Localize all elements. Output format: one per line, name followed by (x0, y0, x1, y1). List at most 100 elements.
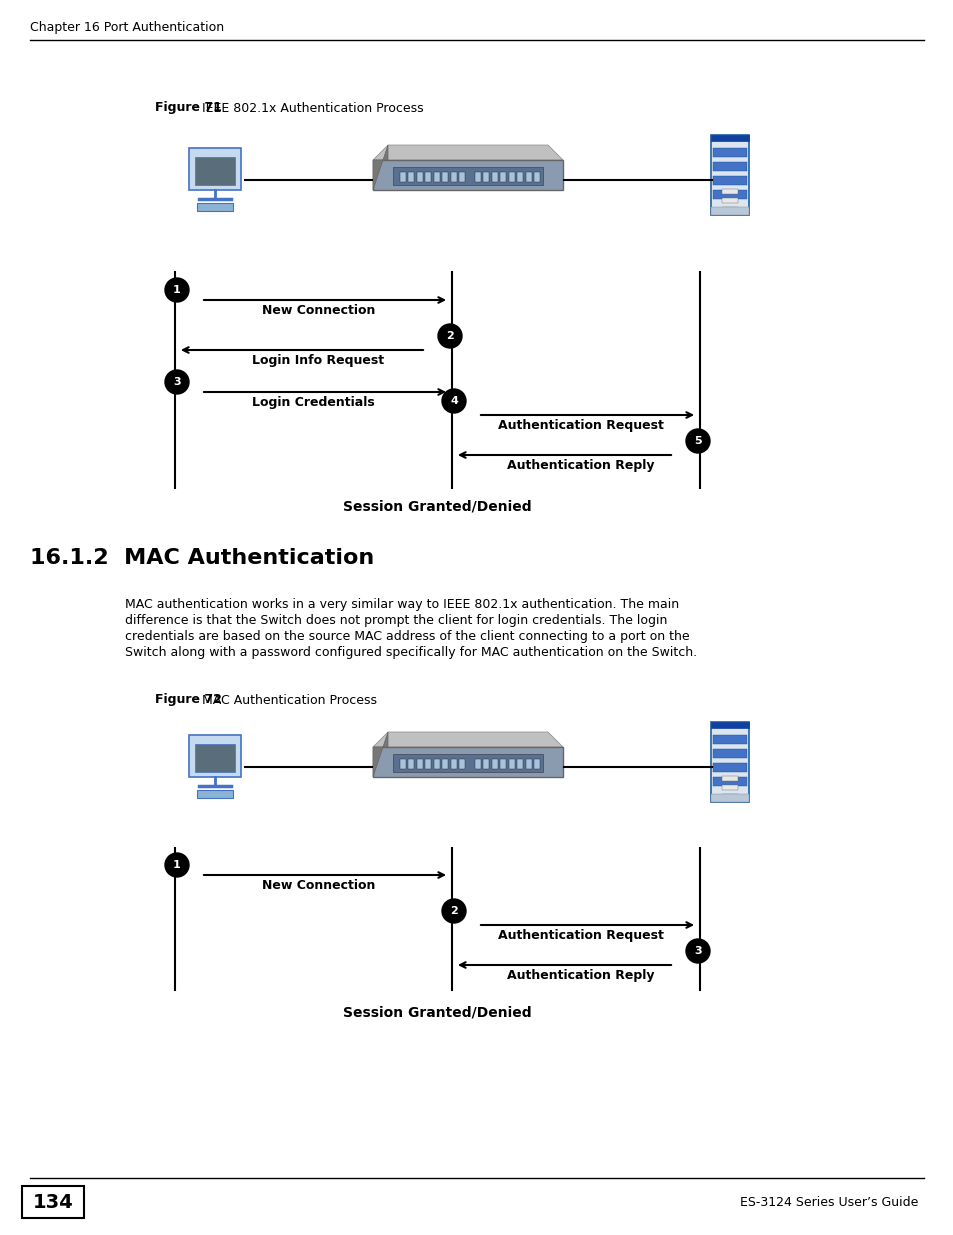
Circle shape (165, 853, 189, 877)
Text: Chapter 16 Port Authentication: Chapter 16 Port Authentication (30, 21, 224, 35)
FancyBboxPatch shape (399, 760, 406, 769)
FancyBboxPatch shape (416, 172, 422, 182)
FancyBboxPatch shape (721, 776, 738, 781)
Polygon shape (373, 732, 388, 777)
FancyBboxPatch shape (189, 735, 241, 777)
Text: Figure 71: Figure 71 (154, 101, 222, 115)
Polygon shape (373, 144, 562, 161)
FancyBboxPatch shape (373, 747, 562, 777)
FancyBboxPatch shape (425, 760, 431, 769)
Circle shape (685, 429, 709, 453)
Text: 2: 2 (446, 331, 454, 341)
Text: 1: 1 (172, 285, 181, 295)
FancyBboxPatch shape (451, 760, 456, 769)
FancyBboxPatch shape (459, 172, 465, 182)
FancyBboxPatch shape (509, 760, 515, 769)
FancyBboxPatch shape (712, 735, 746, 743)
FancyBboxPatch shape (416, 760, 422, 769)
FancyBboxPatch shape (710, 722, 748, 727)
FancyBboxPatch shape (509, 172, 515, 182)
Polygon shape (373, 144, 388, 190)
FancyBboxPatch shape (534, 172, 540, 182)
Text: Session Granted/Denied: Session Granted/Denied (343, 1005, 531, 1019)
Text: 2: 2 (450, 906, 457, 916)
Circle shape (165, 370, 189, 394)
FancyBboxPatch shape (710, 722, 748, 802)
Text: Authentication Reply: Authentication Reply (507, 969, 654, 982)
Circle shape (441, 899, 465, 923)
Text: MAC Authentication Process: MAC Authentication Process (202, 694, 376, 706)
Text: Login Info Request: Login Info Request (253, 354, 384, 367)
FancyBboxPatch shape (721, 198, 738, 203)
FancyBboxPatch shape (399, 172, 406, 182)
FancyBboxPatch shape (721, 189, 738, 194)
Polygon shape (373, 732, 562, 747)
FancyBboxPatch shape (710, 207, 748, 215)
FancyBboxPatch shape (712, 177, 746, 185)
FancyBboxPatch shape (483, 760, 489, 769)
Text: 1: 1 (172, 860, 181, 869)
FancyBboxPatch shape (442, 172, 448, 182)
FancyBboxPatch shape (500, 172, 506, 182)
Text: 4: 4 (450, 396, 457, 406)
FancyBboxPatch shape (710, 794, 748, 802)
Text: Switch along with a password configured specifically for MAC authentication on t: Switch along with a password configured … (125, 646, 697, 659)
Text: IEEE 802.1x Authentication Process: IEEE 802.1x Authentication Process (202, 101, 423, 115)
FancyBboxPatch shape (451, 172, 456, 182)
Text: difference is that the Switch does not prompt the client for login credentials. : difference is that the Switch does not p… (125, 614, 667, 627)
FancyBboxPatch shape (712, 148, 746, 157)
FancyBboxPatch shape (425, 172, 431, 182)
FancyBboxPatch shape (475, 172, 480, 182)
FancyBboxPatch shape (475, 760, 480, 769)
FancyBboxPatch shape (721, 794, 738, 799)
FancyBboxPatch shape (408, 172, 414, 182)
Text: Figure 72: Figure 72 (154, 694, 222, 706)
FancyBboxPatch shape (189, 148, 241, 190)
FancyBboxPatch shape (393, 167, 542, 185)
FancyBboxPatch shape (492, 760, 497, 769)
Text: Authentication Reply: Authentication Reply (507, 459, 654, 472)
FancyBboxPatch shape (712, 763, 746, 772)
FancyBboxPatch shape (534, 760, 540, 769)
FancyBboxPatch shape (525, 760, 532, 769)
Circle shape (437, 324, 461, 348)
Text: New Connection: New Connection (261, 304, 375, 317)
Circle shape (441, 389, 465, 412)
Text: Login Credentials: Login Credentials (252, 396, 375, 409)
Text: credentials are based on the source MAC address of the client connecting to a po: credentials are based on the source MAC … (125, 630, 689, 643)
FancyBboxPatch shape (517, 760, 523, 769)
Text: Authentication Request: Authentication Request (497, 929, 663, 942)
Text: Authentication Request: Authentication Request (497, 419, 663, 432)
FancyBboxPatch shape (196, 790, 233, 798)
FancyBboxPatch shape (434, 760, 439, 769)
Text: New Connection: New Connection (261, 879, 375, 892)
FancyBboxPatch shape (442, 760, 448, 769)
Text: 3: 3 (694, 946, 701, 956)
Text: 134: 134 (32, 1193, 73, 1212)
FancyBboxPatch shape (712, 777, 746, 785)
FancyBboxPatch shape (492, 172, 497, 182)
FancyBboxPatch shape (408, 760, 414, 769)
FancyBboxPatch shape (196, 203, 233, 211)
FancyBboxPatch shape (434, 172, 439, 182)
Circle shape (165, 278, 189, 303)
FancyBboxPatch shape (373, 161, 562, 190)
Text: 5: 5 (694, 436, 701, 446)
FancyBboxPatch shape (194, 157, 234, 185)
FancyBboxPatch shape (194, 743, 234, 772)
FancyBboxPatch shape (517, 172, 523, 182)
Text: MAC authentication works in a very similar way to IEEE 802.1x authentication. Th: MAC authentication works in a very simil… (125, 598, 679, 611)
FancyBboxPatch shape (393, 755, 542, 772)
FancyBboxPatch shape (459, 760, 465, 769)
FancyBboxPatch shape (721, 785, 738, 790)
FancyBboxPatch shape (710, 135, 748, 215)
FancyBboxPatch shape (712, 190, 746, 199)
FancyBboxPatch shape (525, 172, 532, 182)
FancyBboxPatch shape (22, 1186, 84, 1218)
Text: 3: 3 (173, 377, 181, 387)
FancyBboxPatch shape (500, 760, 506, 769)
FancyBboxPatch shape (712, 162, 746, 170)
FancyBboxPatch shape (483, 172, 489, 182)
FancyBboxPatch shape (712, 748, 746, 758)
Text: ES-3124 Series User’s Guide: ES-3124 Series User’s Guide (739, 1195, 917, 1209)
